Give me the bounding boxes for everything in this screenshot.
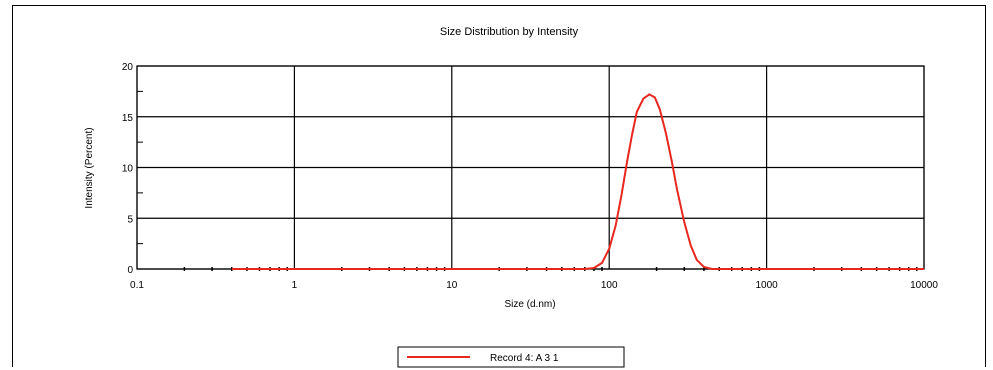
x-tick-label-3: 100 [601, 280, 618, 291]
grid [136, 65, 925, 270]
y-tick-label-2: 10 [122, 164, 134, 175]
chart-frame [12, 5, 986, 367]
x-tick-labels: 0.1 1 10 100 1000 10000 [130, 280, 938, 291]
y-tick-labels: 0 5 10 15 20 [122, 62, 134, 276]
x-tick-label-2: 10 [446, 280, 458, 291]
x-tick-label-4: 1000 [755, 280, 778, 291]
x-tick-label-5: 10000 [910, 280, 938, 291]
y-tick-label-4: 20 [122, 62, 134, 73]
legend: Record 4: A 3 1 [397, 346, 625, 368]
series-line [231, 93, 924, 270]
x-axis-label: Size (d.nm) [504, 299, 555, 310]
minor-ticks [137, 90, 918, 271]
chart-title: Size Distribution by Intensity [440, 26, 579, 38]
legend-box [397, 346, 625, 368]
y-axis-label: Intensity (Percent) [84, 127, 95, 208]
y-tick-label-1: 5 [127, 214, 133, 225]
y-tick-label-3: 15 [122, 113, 134, 124]
legend-label: Record 4: A 3 1 [490, 353, 559, 364]
x-tick-label-0: 0.1 [130, 280, 144, 291]
y-tick-label-0: 0 [127, 265, 133, 276]
x-tick-label-1: 1 [292, 280, 298, 291]
